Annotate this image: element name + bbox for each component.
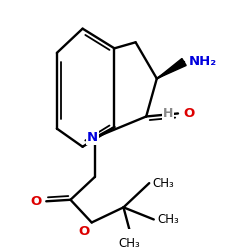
Text: N: N <box>87 131 98 144</box>
Text: CH₃: CH₃ <box>157 213 179 226</box>
Text: O: O <box>30 195 42 208</box>
Polygon shape <box>157 58 186 78</box>
Text: O: O <box>184 107 195 120</box>
Text: O: O <box>78 225 90 238</box>
Text: CH₃: CH₃ <box>153 176 174 190</box>
Text: CH₃: CH₃ <box>119 237 141 250</box>
Text: NH₂: NH₂ <box>188 56 217 68</box>
Text: H: H <box>163 107 173 120</box>
